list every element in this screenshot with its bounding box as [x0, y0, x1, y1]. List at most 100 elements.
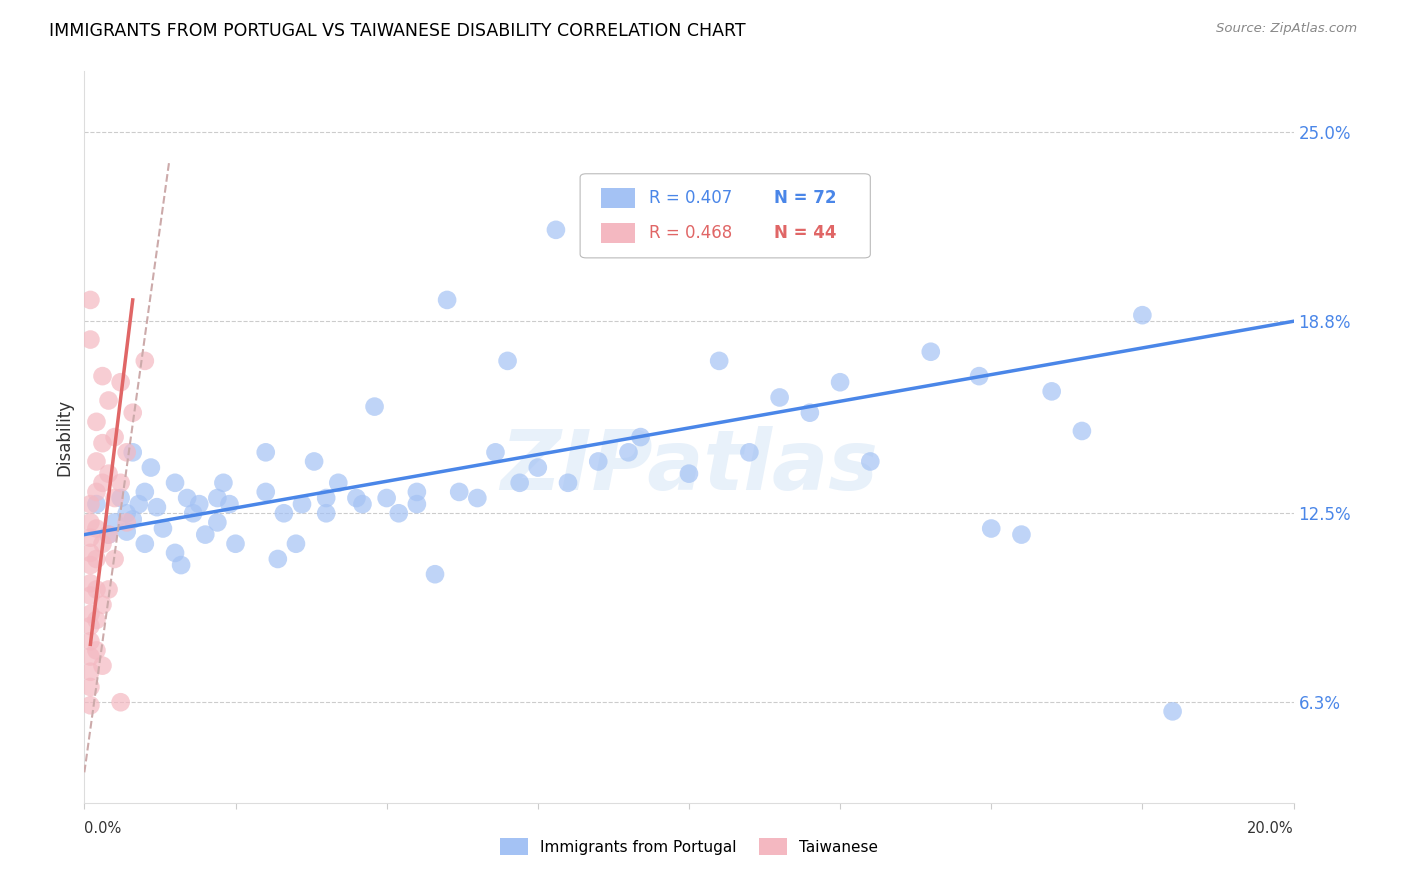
Point [165, 475, 187, 490]
Point [212, 475, 235, 490]
Point [830, 375, 852, 389]
Point [176, 491, 198, 505]
Point [152, 521, 174, 535]
Legend: Immigrants from Portugal, Taiwanese: Immigrants from Portugal, Taiwanese [494, 832, 884, 861]
Point [79, 558, 101, 573]
Point [79, 649, 101, 664]
Point [91, 537, 114, 551]
Point [207, 516, 229, 530]
Point [79, 680, 101, 694]
Point [678, 467, 700, 481]
Text: Source: ZipAtlas.com: Source: ZipAtlas.com [1216, 22, 1357, 36]
Point [104, 552, 127, 566]
Point [115, 524, 138, 539]
Point [436, 293, 458, 307]
Point [527, 460, 550, 475]
Point [509, 475, 531, 490]
Point [97, 393, 120, 408]
Point [980, 521, 1002, 535]
Point [91, 475, 114, 490]
Point [267, 552, 290, 566]
Point [588, 454, 610, 468]
Point [617, 445, 640, 459]
Text: ZIPatlas: ZIPatlas [501, 425, 877, 507]
Point [648, 217, 671, 231]
Point [254, 445, 277, 459]
Point [769, 391, 792, 405]
Point [79, 546, 101, 560]
Point [121, 445, 143, 459]
Point [1161, 705, 1184, 719]
Point [139, 460, 162, 475]
Text: R = 0.407: R = 0.407 [650, 189, 733, 207]
Point [79, 634, 101, 648]
Point [86, 582, 108, 597]
Point [79, 293, 101, 307]
Point [79, 619, 101, 633]
Point [799, 406, 821, 420]
FancyBboxPatch shape [581, 174, 870, 258]
Point [104, 516, 127, 530]
Point [375, 491, 398, 505]
Point [110, 375, 132, 389]
Bar [600, 187, 634, 208]
Point [97, 527, 120, 541]
Point [86, 643, 108, 657]
Point [104, 430, 127, 444]
Point [79, 516, 101, 530]
Point [423, 567, 446, 582]
Point [115, 516, 138, 530]
Point [91, 436, 114, 450]
Point [79, 497, 101, 511]
Point [79, 607, 101, 621]
Text: R = 0.468: R = 0.468 [650, 224, 733, 242]
Point [134, 485, 156, 500]
Point [115, 506, 138, 520]
Point [79, 589, 101, 603]
Point [79, 698, 101, 713]
Point [738, 445, 761, 459]
Point [406, 485, 429, 500]
Text: 0.0%: 0.0% [84, 821, 121, 836]
Point [467, 491, 489, 505]
Point [110, 475, 132, 490]
Point [115, 445, 138, 459]
Point [110, 491, 132, 505]
Point [315, 506, 337, 520]
Point [86, 613, 108, 627]
Point [1040, 384, 1063, 399]
Point [86, 521, 108, 535]
Point [79, 531, 101, 545]
Point [181, 506, 204, 520]
Point [544, 223, 567, 237]
Point [328, 475, 350, 490]
Point [352, 497, 374, 511]
Point [97, 467, 120, 481]
Point [79, 576, 101, 591]
Text: N = 44: N = 44 [773, 224, 837, 242]
Point [146, 500, 169, 515]
Point [97, 582, 120, 597]
Point [207, 491, 229, 505]
Point [1011, 527, 1033, 541]
Point [496, 354, 519, 368]
Point [104, 491, 127, 505]
Point [188, 497, 211, 511]
Point [1130, 308, 1153, 322]
Point [97, 527, 120, 541]
Point [110, 695, 132, 709]
Point [302, 454, 325, 468]
Point [79, 665, 101, 679]
Point [859, 454, 882, 468]
Point [134, 354, 156, 368]
Point [225, 537, 247, 551]
Point [557, 475, 579, 490]
Point [346, 491, 368, 505]
Point [91, 658, 114, 673]
Point [86, 454, 108, 468]
Text: 20.0%: 20.0% [1247, 821, 1294, 836]
Point [91, 598, 114, 612]
Point [315, 491, 337, 505]
Point [449, 485, 471, 500]
Point [920, 344, 942, 359]
